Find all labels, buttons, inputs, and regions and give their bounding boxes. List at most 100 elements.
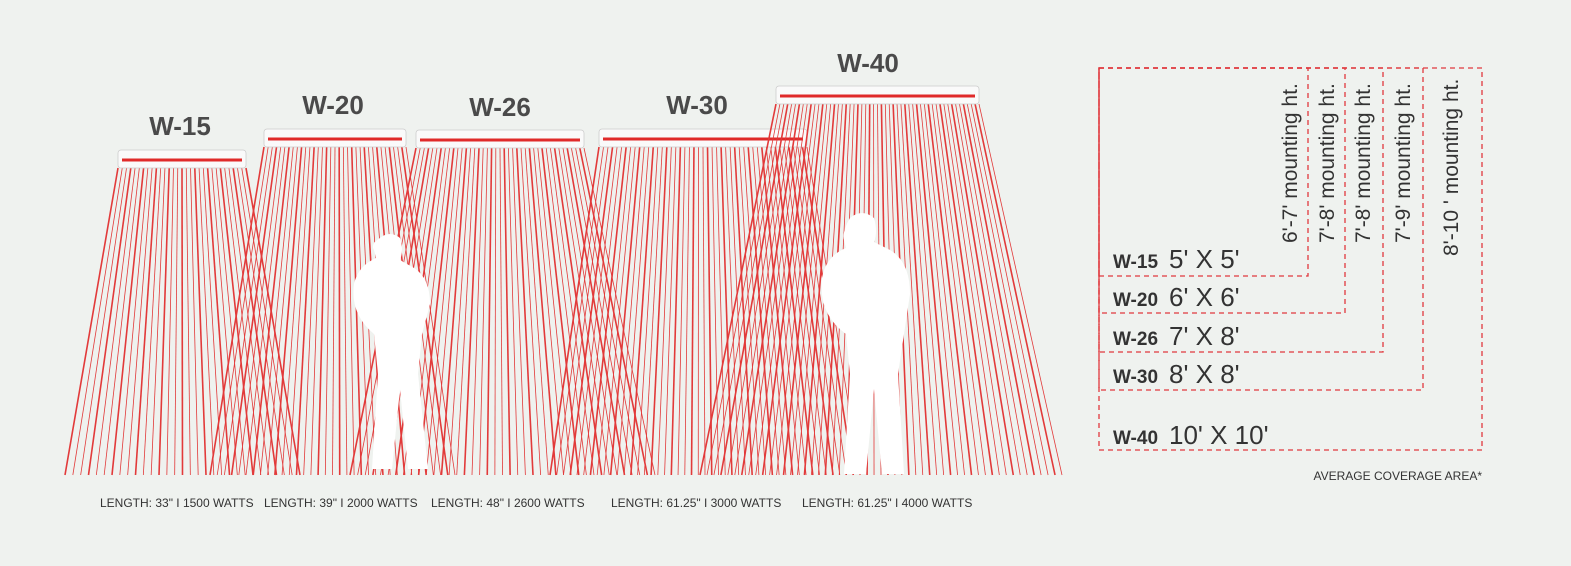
heat-ray (553, 147, 603, 476)
heat-ray (72, 167, 123, 476)
heat-ray (727, 103, 793, 476)
mounting-height: 7'-8' mounting ht. (1316, 83, 1339, 243)
heat-ray (556, 146, 604, 476)
heat-ray (797, 146, 847, 476)
heat-ray (978, 103, 1063, 476)
heat-ray (752, 146, 780, 476)
heat-ray (738, 146, 760, 476)
heat-ray (324, 146, 332, 476)
heat-ray (119, 167, 149, 476)
heat-ray (725, 146, 740, 476)
person-silhouette (821, 213, 910, 474)
heat-ray (332, 146, 336, 476)
heat-ray (541, 147, 580, 476)
heat-ray (211, 167, 238, 476)
heat-ray (776, 103, 820, 476)
heat-ray (142, 167, 162, 476)
heater-spec: LENGTH: 61.25" I 3000 WATTS (611, 496, 781, 510)
heat-ray (228, 167, 270, 476)
heat-ray (803, 103, 836, 476)
heat-ray (185, 167, 191, 476)
coverage-name: W-40 (1113, 428, 1158, 449)
heat-ray (576, 146, 618, 476)
heat-ray (955, 103, 1021, 476)
heat-ray (756, 146, 787, 476)
heat-ray (637, 146, 659, 476)
heat-ray (769, 103, 816, 476)
mounting-height: 6'-7' mounting ht. (1279, 83, 1302, 243)
heat-ray (338, 146, 341, 476)
heat-ray (912, 103, 945, 476)
heat-ray (95, 167, 136, 476)
coverage-name: W-26 (1113, 329, 1158, 350)
coverage-legend: W-15 5' X 5' 6'-7' mounting ht. W-20 6' X 6'… (1098, 67, 1483, 451)
heat-ray (690, 146, 695, 476)
heater-title: W-15 (149, 111, 211, 141)
heat-ray (206, 167, 231, 476)
heater: W-26 LENGTH: 48" I 2600 WATTS (349, 92, 656, 510)
heat-ray (417, 147, 455, 476)
heater-spec: LENGTH: 48" I 2600 WATTS (431, 496, 585, 510)
heat-ray (974, 103, 1056, 476)
heat-ray (770, 146, 807, 476)
heat-ray (583, 146, 623, 476)
heater-spec: LENGTH: 33" I 1500 WATTS (100, 496, 254, 510)
heat-ray (190, 167, 199, 476)
heat-ray (747, 146, 774, 476)
heat-ray (350, 146, 363, 476)
heat-ray (342, 146, 348, 476)
heat-ray (650, 146, 668, 476)
heat-ray (230, 146, 278, 476)
heat-ray (295, 146, 315, 476)
heat-ray (950, 103, 1015, 476)
heat-ray (743, 146, 767, 476)
heat-ray (260, 146, 294, 476)
heat-ray (166, 167, 174, 476)
heater: W-15 LENGTH: 33" I 1500 WATTS (64, 111, 301, 510)
heater-title: W-40 (837, 48, 899, 78)
heat-ray (181, 167, 184, 476)
heat-ray (788, 146, 834, 476)
heat-ray (520, 147, 542, 476)
heat-ray (720, 103, 789, 476)
heater-title: W-26 (469, 92, 531, 122)
coverage-name: W-15 (1113, 252, 1158, 273)
heat-ray (317, 146, 328, 476)
heat-ray (562, 147, 618, 476)
heat-ray (939, 103, 994, 476)
heat-ray (900, 103, 924, 476)
heat-ray (643, 146, 663, 476)
heat-ray (931, 103, 979, 476)
heat-ray (740, 103, 801, 476)
coverage-area: 7' X 8' (1169, 321, 1240, 351)
heat-ray (765, 146, 800, 476)
heater: W-30 LENGTH: 61.25" I 3000 WATTS (549, 90, 861, 510)
heat-ray (670, 146, 682, 476)
heat-ray (748, 103, 804, 476)
heat-ray (616, 146, 645, 476)
heat-ray (935, 103, 986, 476)
heat-ray (713, 103, 785, 476)
heat-ray (915, 103, 952, 476)
heat-ray (224, 146, 273, 476)
heat-ray (755, 103, 808, 476)
heat-ray (267, 146, 298, 476)
heat-ray (347, 146, 355, 476)
heat-ray (158, 167, 170, 476)
coverage-area: 8' X 8' (1169, 359, 1240, 389)
heat-ray (281, 146, 307, 476)
heat-ray (232, 167, 278, 476)
heat-ray (603, 146, 636, 476)
heat-ray (947, 103, 1007, 476)
heat-ray (779, 146, 820, 476)
heat-ray (524, 147, 549, 476)
heat-ray (471, 147, 484, 476)
heat-ray (677, 146, 686, 476)
heat-ray (194, 167, 207, 476)
heat-ray (87, 167, 132, 476)
heat-ray (657, 146, 672, 476)
heat-ray (252, 146, 290, 476)
heat-ray (508, 147, 519, 476)
heat-ray (528, 147, 557, 476)
heat-ray (664, 146, 677, 476)
